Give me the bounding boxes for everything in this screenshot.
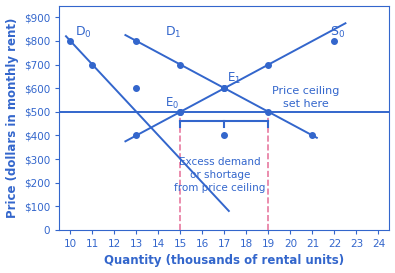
X-axis label: Quantity (thousands of rental units): Quantity (thousands of rental units): [104, 254, 344, 268]
Text: S$_0$: S$_0$: [330, 25, 345, 40]
Text: E$_0$: E$_0$: [165, 96, 179, 111]
Text: Excess demand
or shortage
from price ceiling: Excess demand or shortage from price cei…: [174, 157, 266, 193]
Text: Price ceiling
set here: Price ceiling set here: [272, 86, 340, 109]
Text: D$_0$: D$_0$: [75, 25, 92, 40]
Text: D$_1$: D$_1$: [165, 25, 181, 40]
Text: E$_1$: E$_1$: [227, 71, 241, 86]
Y-axis label: Price (dollars in monthly rent): Price (dollars in monthly rent): [6, 17, 19, 218]
